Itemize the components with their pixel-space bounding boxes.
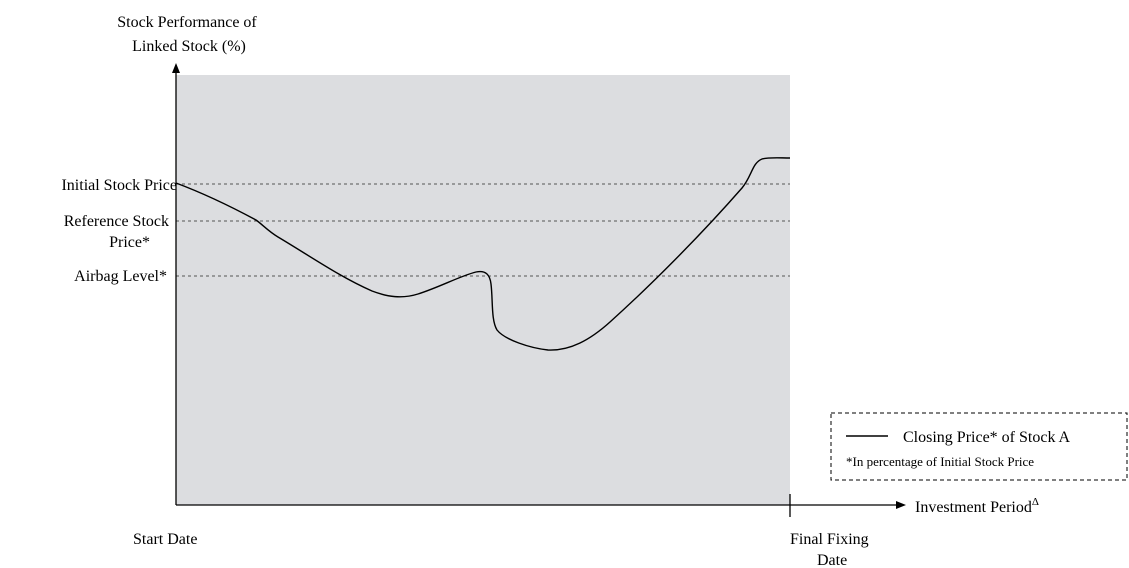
reference-lines — [176, 183, 790, 277]
y-axis-title: Stock Performance of Linked Stock (%) — [117, 14, 261, 55]
legend-entry: Closing Price* of Stock A — [903, 429, 1071, 446]
legend: Closing Price* of Stock A *In percentage… — [830, 412, 1128, 481]
reference-line-labels: Initial Stock Price Reference Stock Price*… — [61, 177, 177, 285]
plot-area — [176, 75, 790, 505]
legend-note: *In percentage of Initial Stock Price — [846, 454, 1034, 469]
reference-label-airbag: Airbag Level* — [74, 268, 167, 285]
x-axis-title: Investment PeriodΔ — [915, 496, 1039, 516]
legend-box — [830, 412, 1128, 481]
x-tick-end: Final Fixing Date — [790, 531, 873, 568]
x-tick-start: Start Date — [133, 531, 197, 548]
reference-label-reference: Reference Stock Price* — [64, 213, 169, 251]
x-axis-arrow-icon — [896, 501, 906, 509]
y-axis-arrow-icon — [172, 63, 180, 73]
series-line-stock-a — [175, 157, 791, 351]
reference-label-initial: Initial Stock Price — [61, 177, 177, 194]
